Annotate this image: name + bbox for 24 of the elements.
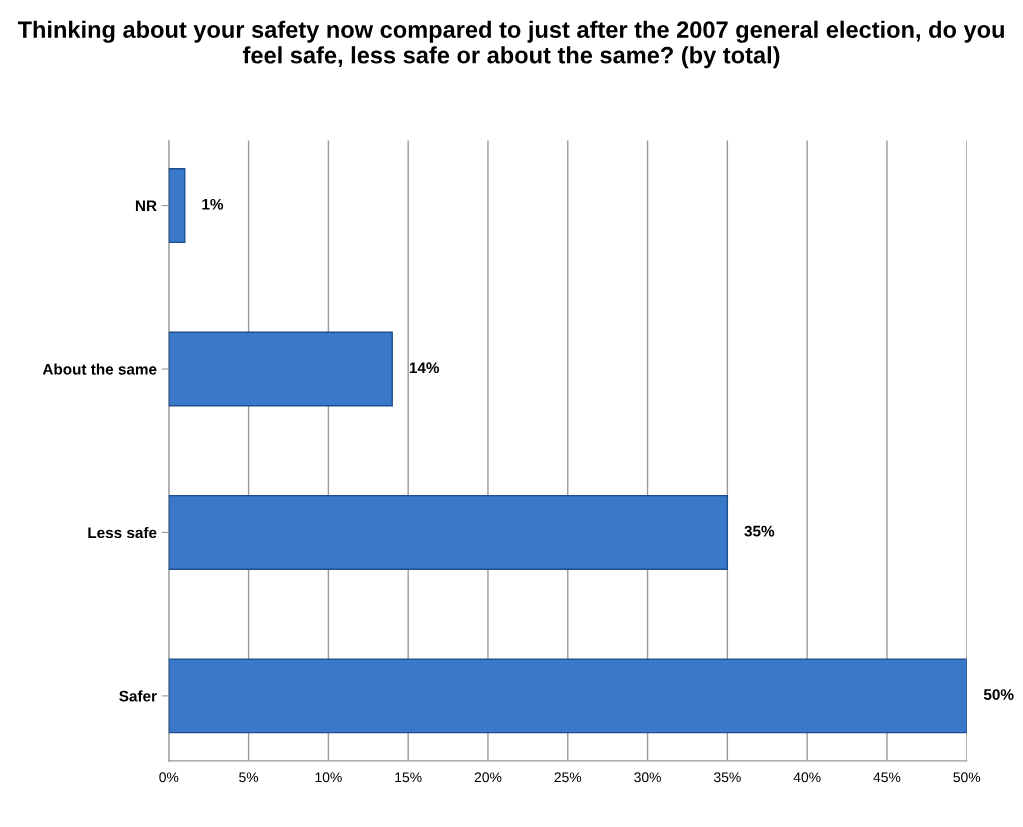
x-tick-label: 35% [713, 772, 741, 783]
chart-title: Thinking about your safety now compared to just after the 2007 general election, do you feel safe, less safe or about the same? (by total) [17, 20, 1004, 69]
bar [168, 494, 729, 570]
data-label: 35% [744, 525, 775, 537]
x-tick-label: 5% [239, 772, 259, 783]
bar [168, 331, 393, 407]
x-tick-label: 50% [953, 772, 981, 783]
bar [168, 658, 967, 734]
x-tick-label: 25% [554, 772, 582, 783]
x-tick-label: 10% [315, 772, 342, 783]
y-tick-label: Less safe [88, 526, 157, 539]
y-tick-label: About the same [42, 363, 157, 375]
bar [168, 168, 186, 244]
x-tick-label: 15% [395, 772, 422, 783]
y-tick-label: Safer [119, 690, 157, 702]
data-label: 50% [983, 689, 1014, 700]
x-tick-label: 0% [159, 772, 179, 783]
x-tick-label: 20% [474, 772, 502, 783]
data-label: 14% [409, 362, 440, 374]
x-tick-label: 40% [793, 772, 821, 783]
y-tick-label: NR [135, 200, 157, 212]
data-label: 1% [202, 198, 224, 210]
x-tick-label: 45% [873, 772, 901, 783]
x-tick-label: 30% [634, 772, 661, 783]
